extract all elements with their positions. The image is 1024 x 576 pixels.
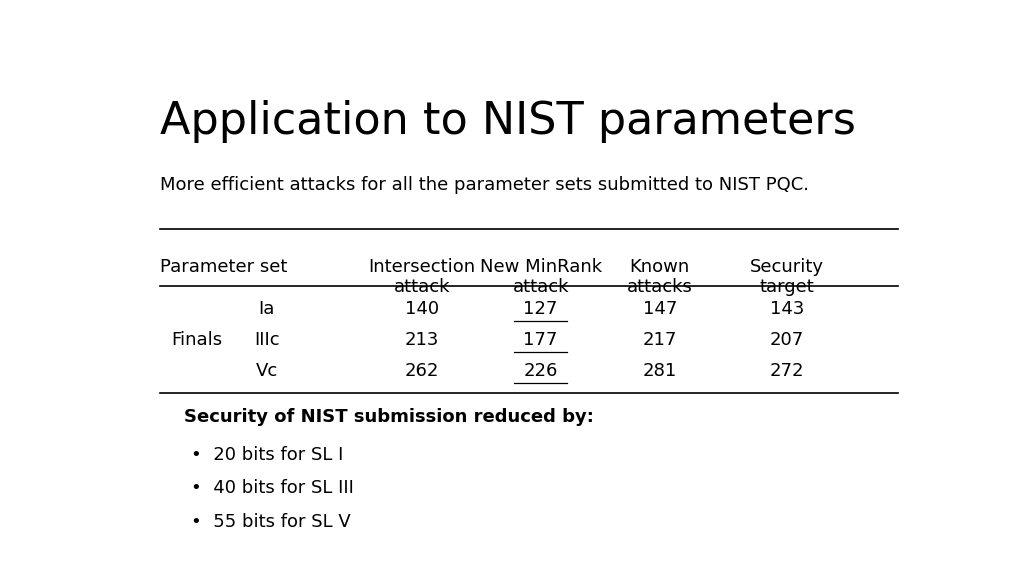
Text: •  40 bits for SL III: • 40 bits for SL III [191,479,354,498]
Text: Intersection
attack: Intersection attack [368,257,475,297]
Text: Finals: Finals [172,331,223,348]
Text: Parameter set: Parameter set [160,257,287,276]
Text: 140: 140 [404,300,438,317]
Text: 226: 226 [523,362,558,380]
Text: •  55 bits for SL V: • 55 bits for SL V [191,513,351,530]
Text: 262: 262 [404,362,439,380]
Text: 272: 272 [769,362,804,380]
Text: 207: 207 [770,331,804,348]
Text: 127: 127 [523,300,558,317]
Text: 177: 177 [523,331,558,348]
Text: New MinRank
attack: New MinRank attack [479,257,602,297]
Text: Security
target: Security target [750,257,823,297]
Text: Vc: Vc [256,362,278,380]
Text: Application to NIST parameters: Application to NIST parameters [160,100,856,143]
Text: IIIc: IIIc [254,331,280,348]
Text: 281: 281 [643,362,677,380]
Text: Ia: Ia [259,300,275,317]
Text: 143: 143 [769,300,804,317]
Text: •  20 bits for SL I: • 20 bits for SL I [191,446,344,464]
Text: 217: 217 [642,331,677,348]
Text: More efficient attacks for all the parameter sets submitted to NIST PQC.: More efficient attacks for all the param… [160,176,809,194]
Text: Security of NIST submission reduced by:: Security of NIST submission reduced by: [183,408,594,426]
Text: 147: 147 [642,300,677,317]
Text: 213: 213 [404,331,439,348]
Text: Known
attacks: Known attacks [627,257,692,297]
